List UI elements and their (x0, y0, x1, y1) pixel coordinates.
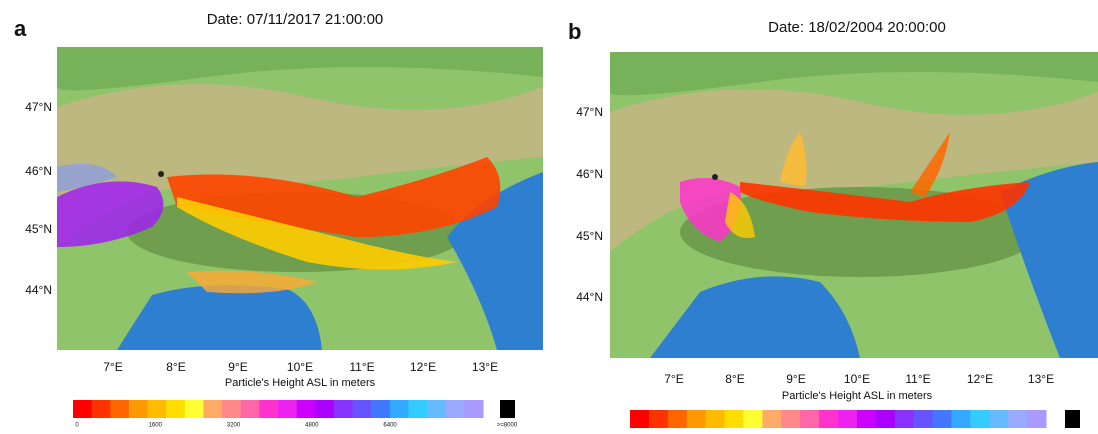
axis-label: Particle's Height ASL in meters (225, 377, 376, 389)
panel-label: a (14, 16, 27, 41)
colorbar-label: 4800 (305, 423, 319, 429)
colorbar-swatch (184, 400, 204, 418)
lat-tick-label: 45°N (25, 222, 52, 236)
colorbar-swatch (315, 400, 335, 418)
lat-tick-label: 44°N (25, 283, 52, 297)
lon-tick-label: 7°E (103, 360, 122, 374)
lat-tick-label: 47°N (576, 105, 603, 119)
lat-tick-label: 46°N (576, 167, 603, 181)
lon-tick-label: 11°E (349, 360, 374, 374)
colorbar-swatch (371, 400, 391, 418)
colorbar-label: >=8000 (497, 423, 518, 429)
colorbar-swatch (743, 410, 763, 428)
lon-tick-label: 12°E (410, 360, 436, 374)
colorbar-label: 0 (75, 423, 79, 429)
colorbar-swatch (894, 410, 915, 428)
panel-label: b (568, 19, 581, 44)
colorbar-swatch (970, 410, 990, 428)
colorbar-swatch (875, 410, 896, 428)
colorbar-label: 6400 (383, 423, 397, 429)
axis-label: Particle's Height ASL in meters (782, 390, 933, 402)
lon-tick-label: 9°E (786, 372, 805, 386)
colorbar-swatch (819, 410, 839, 428)
colorbar-swatch (724, 410, 744, 428)
colorbar-swatch (1008, 410, 1028, 428)
colorbar-swatch (166, 400, 186, 418)
lon-tick-label: 13°E (472, 360, 498, 374)
colorbar-swatch (408, 400, 428, 418)
lon-tick-label: 8°E (725, 372, 744, 386)
lon-tick-label: 9°E (228, 360, 247, 374)
colorbar-swatch (91, 400, 111, 418)
lat-tick-label: 46°N (25, 164, 52, 178)
colorbar-swatch (427, 400, 447, 418)
lon-tick-label: 12°E (967, 372, 993, 386)
colorbar-overflow (1065, 410, 1080, 428)
colorbar-swatch (856, 410, 877, 428)
colorbar-swatch (352, 400, 372, 418)
lat-tick-label: 45°N (576, 229, 603, 243)
colorbar-swatch (762, 410, 782, 428)
lat-tick-label: 44°N (576, 290, 603, 304)
colorbar-swatch (989, 410, 1009, 428)
colorbar-swatch (445, 400, 465, 418)
colorbar-swatch (800, 410, 820, 428)
map-a (57, 47, 543, 350)
colorbar-swatch (389, 400, 409, 418)
colorbar-swatch (259, 400, 279, 418)
lon-tick-label: 13°E (1028, 372, 1054, 386)
colorbar-overflow (500, 400, 515, 418)
lon-tick-label: 7°E (664, 372, 683, 386)
colorbar-swatch (667, 410, 688, 428)
colorbar-swatch (648, 410, 669, 428)
colorbar-swatch (932, 410, 952, 428)
colorbar-swatch (951, 410, 971, 428)
colorbar-swatch (128, 400, 149, 418)
colorbar-swatch (73, 400, 93, 418)
colorbar-swatch (913, 410, 934, 428)
colorbar-swatch (630, 410, 650, 428)
lon-tick-label: 8°E (166, 360, 185, 374)
colorbar-swatch (147, 400, 167, 418)
colorbar-swatch (705, 410, 726, 428)
colorbar-swatch (333, 400, 354, 418)
colorbar-swatch (296, 400, 316, 418)
colorbar-label: 3200 (227, 423, 241, 429)
colorbar-swatch (686, 410, 707, 428)
lon-tick-label: 11°E (905, 372, 930, 386)
colorbar-swatch (222, 400, 242, 418)
colorbar-swatch (240, 400, 260, 418)
colorbar-swatch (838, 410, 858, 428)
colorbar-swatch (781, 410, 801, 428)
colorbar-swatch (203, 400, 223, 418)
lon-tick-label: 10°E (287, 360, 313, 374)
colorbar-swatch (278, 400, 298, 418)
lat-tick-label: 47°N (25, 100, 52, 114)
colorbar-swatch (110, 400, 130, 418)
panel-title: Date: 07/11/2017 21:00:00 (207, 11, 384, 28)
colorbar-swatch (1027, 410, 1047, 428)
panel-title: Date: 18/02/2004 20:00:00 (768, 19, 946, 36)
colorbar-swatch (464, 400, 484, 418)
colorbar-label: 1600 (149, 423, 163, 429)
lon-tick-label: 10°E (844, 372, 870, 386)
map-b (610, 52, 1098, 358)
